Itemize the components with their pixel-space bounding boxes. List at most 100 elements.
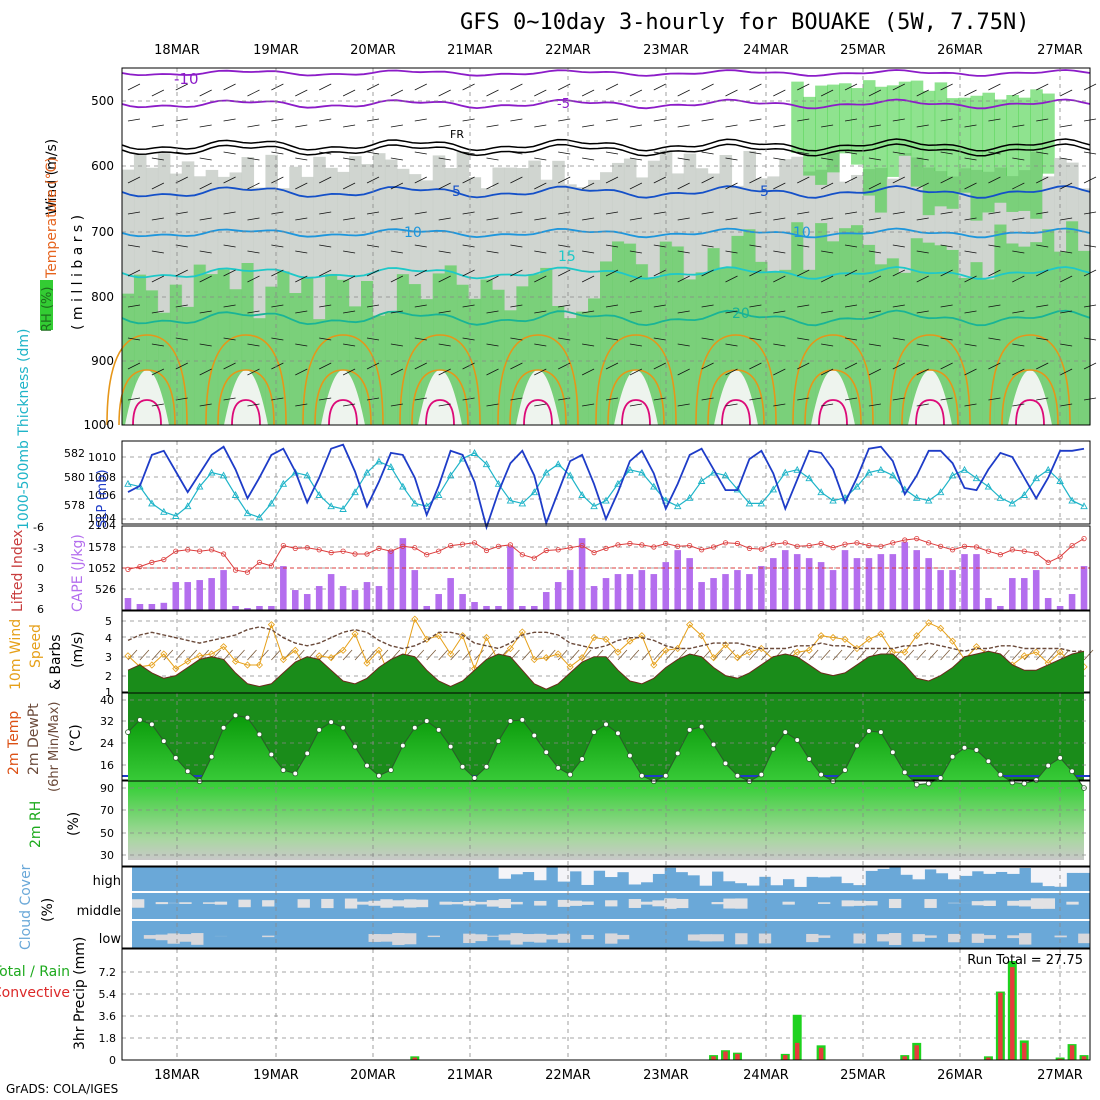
- wind-barb: [247, 182, 260, 190]
- rh-point: [292, 770, 299, 777]
- wind-speed-point: [255, 661, 263, 669]
- wind-barb: [749, 362, 762, 370]
- wind-barb: [319, 337, 332, 341]
- li-point: [914, 535, 920, 542]
- wind-barb: [820, 275, 834, 283]
- wind-barb: [151, 343, 164, 347]
- wind-barb: [199, 157, 212, 161]
- rh-point: [411, 724, 418, 731]
- cape-bar: [375, 586, 383, 610]
- wind-speed-point: [709, 654, 718, 662]
- cape-bar: [124, 598, 132, 610]
- wind-speed-point: [650, 661, 658, 669]
- wind-barb: [964, 403, 977, 407]
- wind-barb: [510, 337, 523, 341]
- wind-tick-label: 4: [105, 632, 112, 645]
- wind-barb: [629, 403, 642, 407]
- cloud-high-clear: [711, 867, 724, 872]
- p-tick-label: 500: [91, 94, 114, 108]
- precip-conv-bar: [412, 1057, 418, 1060]
- cloud-mid-clear: [392, 900, 405, 907]
- cloud-high-clear: [723, 867, 736, 882]
- wind-barb: [605, 83, 619, 91]
- wind-barb: [342, 89, 356, 97]
- cloud-high-clear: [900, 867, 914, 875]
- rh-point: [949, 753, 956, 760]
- cloud-high-clear: [628, 867, 642, 885]
- cloud-low-clear: [758, 933, 772, 944]
- cape-bar: [459, 594, 466, 610]
- contour-30: [901, 369, 959, 426]
- wind-barb: [1036, 118, 1049, 122]
- wind-barb: [414, 337, 427, 341]
- rh-point: [232, 712, 239, 719]
- wind-barb: [725, 124, 738, 128]
- wind-barb: [175, 176, 188, 184]
- li-point: [268, 563, 274, 569]
- rh-point: [364, 762, 370, 769]
- contour-label-m10: -10: [174, 70, 199, 88]
- wind-barb: [1059, 275, 1073, 283]
- cloud-mid-clear: [510, 901, 523, 905]
- cape-bar: [554, 582, 562, 610]
- wind-barb: [653, 304, 666, 308]
- wind-barb: [247, 89, 260, 97]
- cloud-mid-clear: [321, 898, 334, 909]
- wind-barb: [295, 182, 308, 190]
- wind-barb: [605, 304, 619, 308]
- rh-shade-green: [384, 313, 398, 425]
- ylabel-wind10-2: Speed: [28, 624, 44, 668]
- thickness-point: [1044, 465, 1052, 473]
- wind-speed-point: [602, 635, 610, 643]
- wind-barb: [390, 89, 404, 97]
- ylabel-rh2m-1: 2m RH: [28, 801, 44, 848]
- barb-10m: [127, 649, 138, 661]
- precip-frame: [121, 948, 1091, 1061]
- wind-barb: [295, 343, 308, 347]
- wind-barb: [438, 310, 451, 314]
- barb-10m: [617, 649, 628, 661]
- wind-barb: [653, 211, 666, 215]
- wind-barb: [199, 403, 212, 407]
- rh-point: [1021, 780, 1028, 787]
- thickness-point: [673, 502, 682, 510]
- wind-speed-point: [578, 654, 586, 662]
- cape-bar: [303, 594, 311, 610]
- wind-barb: [940, 244, 953, 248]
- wind-barb: [605, 211, 619, 215]
- wind-barb: [844, 397, 858, 401]
- rh-point: [722, 760, 729, 767]
- cloud-high-clear: [522, 867, 535, 873]
- barb-10m: [163, 649, 174, 661]
- thickness-point: [769, 485, 778, 493]
- cloud-high-clear: [912, 867, 925, 880]
- wind-barb: [581, 89, 595, 97]
- wind-barb: [582, 250, 595, 254]
- rh-point: [615, 730, 621, 737]
- wind-barb: [892, 362, 905, 370]
- precip-conv-bar: [1081, 1056, 1087, 1060]
- wind-barb: [558, 337, 571, 341]
- wind-speed-point: [1020, 652, 1028, 660]
- barb-10m: [844, 649, 855, 661]
- li-point: [973, 544, 980, 550]
- li-point: [866, 542, 872, 549]
- rh-point: [435, 727, 442, 733]
- wind-barb: [605, 244, 619, 248]
- wind-barb: [725, 403, 738, 407]
- wind-barb: [749, 337, 762, 341]
- wind-speed-point: [542, 654, 550, 662]
- wind-speed-point: [160, 650, 168, 658]
- cape-bar: [387, 550, 395, 610]
- ylabel-lifted-index: Lifted Index: [10, 530, 26, 612]
- contour-35: [231, 399, 261, 426]
- rh-shade-green-upper: [862, 80, 876, 196]
- barb-10m: [1047, 649, 1058, 661]
- li-tick-label: 3: [37, 582, 44, 595]
- cape-bar: [327, 574, 335, 610]
- wind-barb: [343, 217, 356, 221]
- wind-speed-point: [459, 632, 467, 640]
- rh-point: [913, 781, 920, 788]
- precip-tick-label: 1.8: [99, 1032, 117, 1045]
- thickness-point: [697, 477, 706, 484]
